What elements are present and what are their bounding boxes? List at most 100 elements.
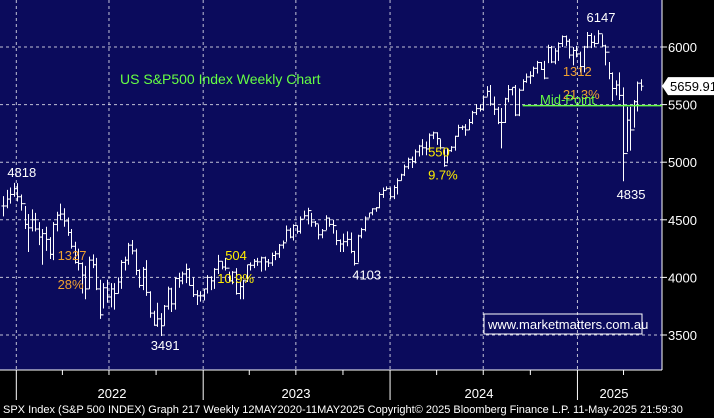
ohlc-bar xyxy=(173,277,178,310)
x-tick-label: 2024 xyxy=(465,386,494,401)
ohlc-bar xyxy=(105,279,110,303)
y-tick-label: 4500 xyxy=(668,213,697,228)
ohlc-bar xyxy=(345,231,350,247)
ohlc-bar xyxy=(603,44,608,66)
ohlc-bar xyxy=(112,283,117,310)
ohlc-bar xyxy=(610,72,615,102)
annotation-label: 3491 xyxy=(151,338,180,353)
annotation-label: 550 xyxy=(428,144,450,159)
ohlc-bar xyxy=(427,133,432,150)
ohlc-bar xyxy=(388,187,393,200)
ohlc-bar xyxy=(1,196,6,217)
ohlc-bar xyxy=(474,104,479,115)
ohlc-bar xyxy=(578,51,583,73)
annotation-label: 4835 xyxy=(617,187,646,202)
ohlc-bar xyxy=(420,139,425,156)
annotation-label: 21.3% xyxy=(563,87,600,102)
annotation-label: 1327 xyxy=(58,248,87,263)
ohlc-bar xyxy=(531,66,536,77)
last-price-label: 5659.91 xyxy=(670,79,714,94)
ohlc-bar xyxy=(291,224,296,241)
ohlc-bar xyxy=(58,203,63,220)
ohlc-bar xyxy=(445,148,450,167)
ohlc-bar xyxy=(33,212,38,232)
ohlc-bar xyxy=(592,35,597,47)
ohlc-bar xyxy=(119,260,124,289)
ohlc-bar xyxy=(560,35,565,47)
ohlc-bar xyxy=(284,225,289,244)
ohlc-bar xyxy=(395,178,400,195)
annotation-label: 4103 xyxy=(352,268,381,283)
ohlc-bar xyxy=(230,271,235,285)
annotation-label: 10.9% xyxy=(217,271,254,286)
ohlc-bar xyxy=(62,208,67,227)
ohlc-bar xyxy=(187,268,192,286)
ohlc-bar xyxy=(19,194,24,211)
ohlc-bar xyxy=(549,45,554,64)
ohlc-bar xyxy=(499,108,504,149)
annotation-label: 9.7% xyxy=(428,167,458,182)
ohlc-bar xyxy=(363,216,368,232)
ohlc-bar xyxy=(83,265,88,300)
ohlc-bar xyxy=(130,239,135,255)
ohlc-bar xyxy=(574,45,579,58)
ohlc-bar xyxy=(456,124,461,137)
ohlc-bar xyxy=(506,85,511,103)
ohlc-bar xyxy=(488,85,493,106)
ohlc-bar xyxy=(255,257,260,266)
ohlc-bar xyxy=(438,138,443,150)
ohlc-bar xyxy=(492,96,497,115)
ohlc-bar xyxy=(216,254,221,274)
ohlc-bar xyxy=(309,210,314,227)
last-price-tag-shape xyxy=(662,77,714,96)
ohlc-bar xyxy=(180,271,185,285)
ohlc-bar xyxy=(191,277,196,297)
ohlc-bar xyxy=(148,291,153,318)
ohlc-bar xyxy=(44,226,49,251)
ohlc-bar xyxy=(542,60,547,80)
ohlc-bar xyxy=(585,32,590,49)
ohlc-bar xyxy=(535,60,540,74)
annotation-label: 504 xyxy=(225,248,247,263)
y-tick-label: 5000 xyxy=(668,155,697,170)
ohlc-bar xyxy=(101,283,106,316)
ohlc-bar xyxy=(617,72,622,100)
ohlc-bar xyxy=(370,208,375,216)
ohlc-bar xyxy=(341,233,346,253)
axis-layer: 3500 4000 4500 5000 5500 6000 2022 2023 2024 2025 xyxy=(15,40,697,401)
ohlc-bar xyxy=(481,95,486,111)
ohlc-bar xyxy=(406,157,411,170)
ohlc-bar xyxy=(596,30,601,45)
ohlc-bar xyxy=(449,146,454,152)
ohlc-bar xyxy=(517,88,522,117)
ohlc-bar xyxy=(302,210,307,220)
annotation-label: 4818 xyxy=(7,165,36,180)
ohlc-bar xyxy=(628,106,633,151)
ohlc-bar xyxy=(524,73,529,83)
ohlc-bar xyxy=(169,287,174,312)
ohlc-bar xyxy=(137,269,142,288)
ohlc-bar xyxy=(15,183,20,202)
annotation-layer: 4818 1327 28% 3491 504 10.9% 4103 550 9.7% 6147 13… xyxy=(7,10,645,353)
annotation-label: 1312 xyxy=(563,64,592,79)
ohlc-bar xyxy=(413,149,418,164)
ohlc-bar xyxy=(327,217,332,227)
ohlc-bar xyxy=(266,258,271,268)
ohlc-bar xyxy=(234,268,239,295)
ohlc-bar xyxy=(223,257,228,271)
price-bars xyxy=(1,30,644,337)
ohlc-bar xyxy=(377,192,382,209)
ohlc-bar xyxy=(635,81,640,112)
grid-layer xyxy=(0,0,663,371)
chart-title: US S&P500 Index Weekly Chart xyxy=(120,71,321,87)
ohlc-bar xyxy=(259,256,264,272)
x-tick-label: 2022 xyxy=(98,386,127,401)
ohlc-bar xyxy=(144,260,149,296)
ohlc-bar xyxy=(470,110,475,125)
ohlc-bar xyxy=(198,291,203,302)
ohlc-bar xyxy=(384,186,389,191)
ohlc-bar xyxy=(359,227,364,239)
ohlc-bar xyxy=(402,164,407,177)
